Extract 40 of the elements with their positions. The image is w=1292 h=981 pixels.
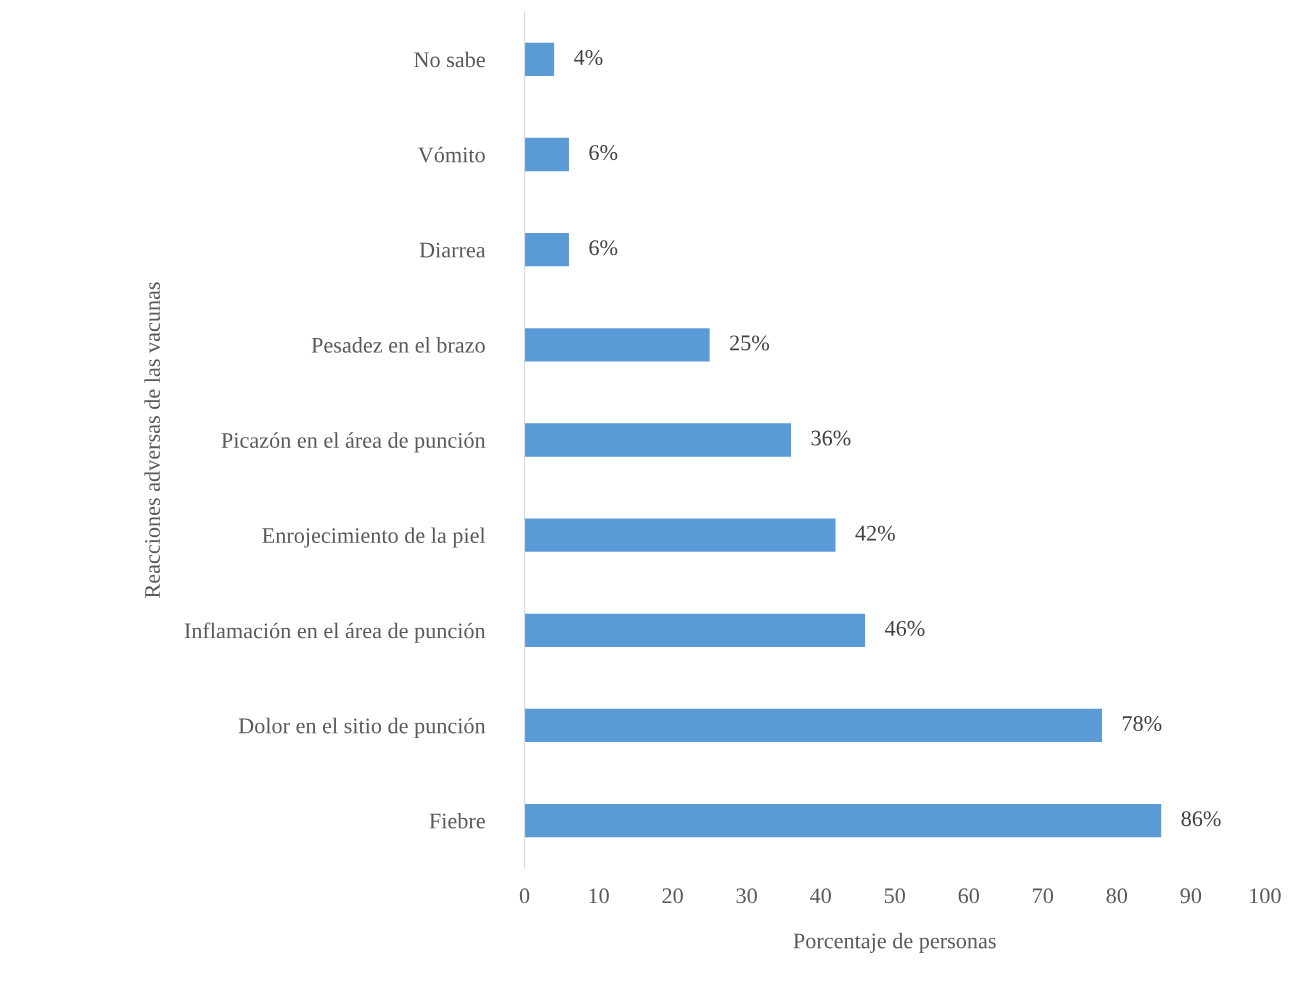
bar [524,518,836,552]
data-label: 6% [589,145,618,161]
x-tick-label: 90 [1180,888,1202,904]
data-label: 25% [730,335,770,351]
data-label: 42% [855,525,895,541]
x-tick-label: 100 [1250,888,1281,904]
data-label: 4% [574,49,603,65]
x-tick-label: 60 [958,888,980,904]
x-tick-label: 10 [589,888,609,904]
x-tick-label: 20 [662,888,683,904]
data-label: 36% [811,430,851,446]
x-tick-label: 30 [736,888,757,904]
y-tick-label: Enrojecimiento de la piel [262,527,486,548]
y-tick-label: Inflamación en el área de punción [184,622,486,643]
bar [524,328,710,362]
y-tick-label: Vómito [418,146,485,163]
bar [524,803,1162,838]
data-label: 78% [1122,716,1162,732]
x-tick-label: 50 [884,888,905,904]
x-tick-label: 40 [810,888,831,904]
x-axis-title: Porcentaje de personas [793,932,996,953]
data-label: 86% [1181,811,1221,827]
data-label: 6% [589,240,618,256]
y-tick-label: Dolor en el sitio de punción [238,717,486,738]
bar [524,613,866,647]
bar [524,423,792,457]
data-label: 46% [884,620,925,636]
bar [524,42,555,76]
y-tick-label: Fiebre [429,812,485,829]
y-axis-title: Reacciones adversas de las vacunas [144,282,160,598]
y-tick-label: Diarrea [419,242,486,258]
x-tick-label: 80 [1106,888,1128,904]
bar [524,708,1102,743]
y-tick-label: Pesadez en el brazo [311,337,485,353]
x-tick-label: 0 [519,888,530,904]
x-tick-label: 70 [1033,888,1054,904]
y-tick-label: No sabe [414,51,485,68]
bar [524,137,569,172]
y-tick-label: Picazón en el área de punción [221,432,486,453]
bar [524,233,569,267]
